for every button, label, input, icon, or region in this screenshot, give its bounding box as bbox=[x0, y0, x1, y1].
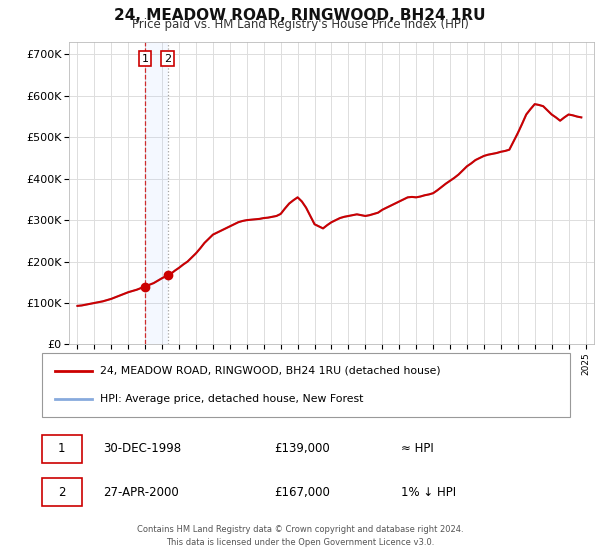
Text: £167,000: £167,000 bbox=[274, 486, 330, 498]
Text: 24, MEADOW ROAD, RINGWOOD, BH24 1RU (detached house): 24, MEADOW ROAD, RINGWOOD, BH24 1RU (det… bbox=[100, 366, 441, 376]
FancyBboxPatch shape bbox=[42, 353, 570, 417]
Text: HPI: Average price, detached house, New Forest: HPI: Average price, detached house, New … bbox=[100, 394, 364, 404]
Bar bbox=[145, 42, 167, 344]
FancyBboxPatch shape bbox=[42, 478, 82, 506]
Text: 2: 2 bbox=[164, 54, 171, 64]
Text: 2: 2 bbox=[58, 486, 65, 498]
Text: 1% ↓ HPI: 1% ↓ HPI bbox=[401, 486, 456, 498]
Text: 30-DEC-1998: 30-DEC-1998 bbox=[103, 442, 181, 455]
Text: 27-APR-2000: 27-APR-2000 bbox=[103, 486, 178, 498]
Text: £139,000: £139,000 bbox=[274, 442, 330, 455]
Text: 1: 1 bbox=[58, 442, 65, 455]
FancyBboxPatch shape bbox=[42, 435, 82, 463]
Text: 24, MEADOW ROAD, RINGWOOD, BH24 1RU: 24, MEADOW ROAD, RINGWOOD, BH24 1RU bbox=[114, 8, 486, 24]
Text: Price paid vs. HM Land Registry's House Price Index (HPI): Price paid vs. HM Land Registry's House … bbox=[131, 18, 469, 31]
Text: ≈ HPI: ≈ HPI bbox=[401, 442, 434, 455]
Text: 1: 1 bbox=[142, 54, 149, 64]
Text: Contains HM Land Registry data © Crown copyright and database right 2024.
This d: Contains HM Land Registry data © Crown c… bbox=[137, 525, 463, 547]
